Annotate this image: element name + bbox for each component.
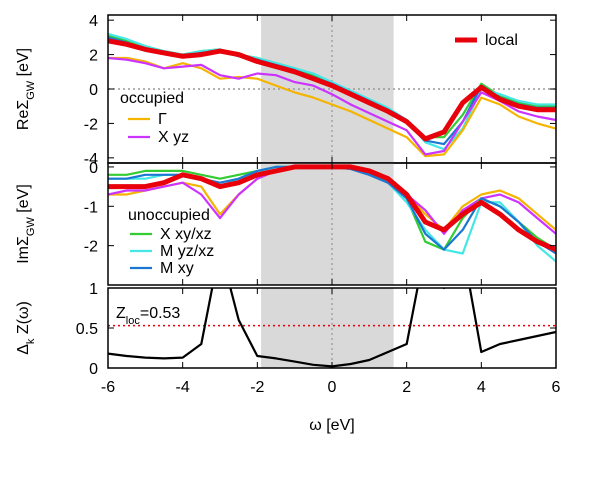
legend-label: X yz <box>158 129 189 146</box>
shaded-region <box>261 288 394 368</box>
annotation-main: Z <box>116 305 126 322</box>
x-tick-label: -6 <box>101 379 115 396</box>
annotation: Zloc=0.53 <box>116 305 180 327</box>
y-axis-label: ImΣGW [eV] <box>15 184 37 264</box>
y-axis-label: Δk Z(ω) <box>15 301 37 355</box>
legend-label: M xy <box>160 260 194 277</box>
legend-label: Γ <box>158 111 167 128</box>
y-tick-label: -2 <box>84 239 98 256</box>
y-tick-label: 0.5 <box>76 321 98 338</box>
y-tick-label: 0 <box>89 361 98 378</box>
series-group <box>108 32 556 158</box>
series-line <box>108 56 556 156</box>
y-axis-label-main: Δ <box>15 344 32 355</box>
annotation-sub: loc <box>126 315 141 327</box>
x-axis-label: ω [eV] <box>309 417 354 434</box>
y-axis-label-main: ReΣ <box>15 100 32 130</box>
x-tick-label: 2 <box>402 379 411 396</box>
x-tick-label: 0 <box>328 379 337 396</box>
y-tick-label: -4 <box>84 151 98 168</box>
y-axis-label-rest: [eV] <box>15 48 32 81</box>
y-tick-label: -1 <box>84 199 98 216</box>
y-tick-label: 0 <box>89 160 98 177</box>
y-axis-label-rest: [eV] <box>15 184 32 217</box>
y-axis-label-main: ImΣ <box>15 236 32 264</box>
legend-label: local <box>485 32 518 49</box>
y-tick-label: 0 <box>89 82 98 99</box>
y-tick-label: 4 <box>89 13 98 30</box>
series-line <box>108 56 556 158</box>
y-axis-label-sub: GW <box>25 80 37 100</box>
y-axis-label-sub: GW <box>25 217 37 237</box>
x-tick-label: 4 <box>477 379 486 396</box>
legend-title: occupied <box>120 90 184 107</box>
x-tick-label: -2 <box>250 379 264 396</box>
annotation-rest: =0.53 <box>140 305 181 322</box>
x-tick-label: 6 <box>552 379 561 396</box>
x-tick-label: -4 <box>176 379 190 396</box>
y-tick-label: 2 <box>89 48 98 65</box>
y-axis-label-sub: k <box>25 338 37 344</box>
shaded-region <box>261 163 394 285</box>
y-tick-label: 1 <box>89 281 98 298</box>
y-axis-label: ReΣGW [eV] <box>15 48 37 130</box>
series-line <box>108 38 556 142</box>
legend-title: unoccupied <box>128 207 210 224</box>
legend-label: X xy/xz <box>160 226 212 243</box>
y-tick-label: -2 <box>84 116 98 133</box>
y-axis-label-rest: Z(ω) <box>15 301 32 338</box>
legend-label: M yz/xz <box>160 243 214 260</box>
